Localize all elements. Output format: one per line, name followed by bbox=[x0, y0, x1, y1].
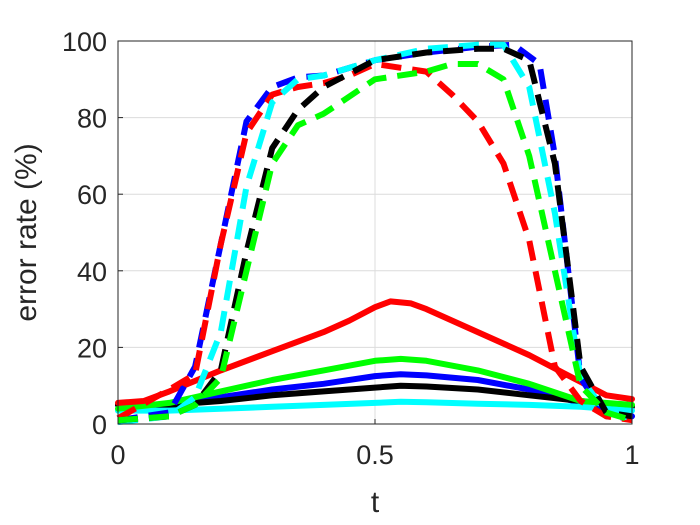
series-line-3-solid bbox=[115, 355, 635, 412]
y-axis-label: error rate (%) bbox=[10, 143, 43, 321]
x-tick-label: 1 bbox=[624, 440, 639, 470]
y-tick-label: 100 bbox=[62, 27, 107, 57]
series-line-1-solid bbox=[115, 382, 635, 410]
x-tick-label: 0.5 bbox=[356, 440, 394, 470]
x-axis-label: t bbox=[371, 486, 380, 519]
series-line-2-solid bbox=[115, 398, 635, 414]
series-line-6-dashed bbox=[116, 61, 633, 424]
series-line-9-dashed bbox=[117, 61, 633, 424]
y-tick-label: 20 bbox=[77, 333, 107, 363]
y-tick-label: 80 bbox=[77, 104, 107, 134]
series-line-8-dashed bbox=[117, 45, 633, 424]
ticks: 0 0.5 1 0 20 40 60 80 100 bbox=[62, 27, 640, 470]
y-tick-label: 60 bbox=[77, 180, 107, 210]
y-tick-label: 0 bbox=[92, 410, 107, 440]
x-tick-label: 0 bbox=[110, 440, 125, 470]
series-line-7-dashed bbox=[117, 41, 633, 426]
series-layer bbox=[115, 41, 635, 426]
y-tick-label: 40 bbox=[77, 257, 107, 287]
